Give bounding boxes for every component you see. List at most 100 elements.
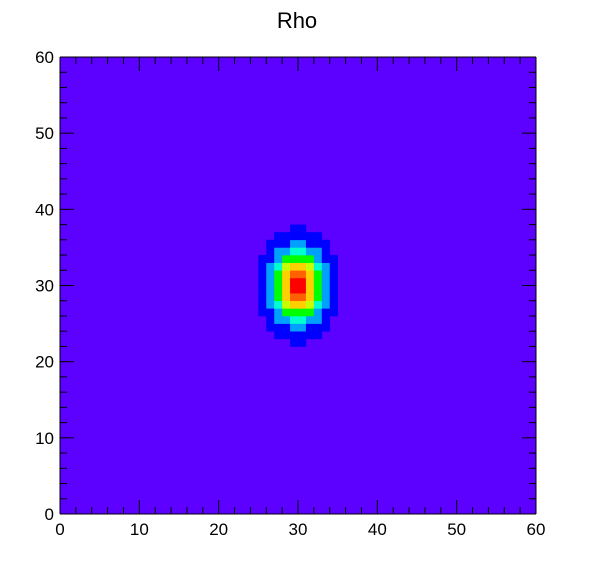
heatmap-cell: [298, 331, 307, 340]
heatmap-cell: [282, 300, 291, 309]
y-tick-label: 60: [35, 48, 54, 67]
heatmap-cell: [282, 232, 291, 241]
x-tick-label: 60: [527, 520, 546, 539]
heatmap-cell: [290, 247, 299, 256]
heatmap-cell: [329, 255, 338, 263]
heatmap-cell: [298, 323, 307, 332]
heatmap-cell: [298, 338, 307, 347]
heatmap-cell: [298, 277, 307, 286]
heatmap-cell: [290, 262, 299, 271]
heatmap-cell: [266, 293, 275, 302]
heatmap-cell: [305, 285, 315, 294]
heatmap-cell: [313, 277, 323, 286]
heatmap-cell: [313, 262, 323, 271]
heatmap-cell: [282, 293, 291, 302]
heatmap-cell: [290, 315, 299, 324]
heatmap-cell: [321, 308, 331, 317]
heatmap-cell: [329, 270, 338, 279]
heatmap-cell: [329, 293, 338, 302]
heatmap-cell: [321, 255, 331, 263]
x-tick-label: 50: [447, 520, 466, 539]
heatmap-cell: [305, 270, 315, 279]
heatmap-cell: [282, 239, 291, 248]
heatmap-cell: [298, 285, 307, 294]
heatmap-cell: [305, 232, 315, 241]
heatmap-cell: [266, 315, 275, 324]
x-tick-label: 0: [55, 520, 64, 539]
heatmap-cell: [290, 224, 299, 233]
heatmap-cell: [282, 285, 291, 294]
heatmap-cell: [321, 315, 331, 324]
heatmap-cell: [313, 247, 323, 256]
heatmap-cell: [321, 247, 331, 256]
heatmap-cell: [298, 315, 307, 324]
heatmap-cell: [274, 232, 283, 241]
heatmap-cell: [298, 232, 307, 241]
chart-title: Rho: [277, 8, 317, 33]
heatmap-cell: [266, 300, 275, 309]
heatmap-cell: [313, 285, 323, 294]
heatmap-cell: [290, 323, 299, 332]
heatmap-cell: [274, 315, 283, 324]
heatmap-cell: [329, 308, 338, 317]
y-tick-label: 30: [35, 277, 54, 296]
heatmap-cell: [274, 270, 283, 279]
heatmap-cell: [274, 239, 283, 248]
heatmap-cell: [290, 277, 299, 286]
heatmap-cell: [305, 308, 315, 317]
heatmap-cell: [274, 285, 283, 294]
heatmap-cell: [282, 247, 291, 256]
heatmap-cell: [298, 239, 307, 248]
heatmap-cell: [298, 224, 307, 233]
heatmap-cell: [274, 277, 283, 286]
heatmap-cell: [266, 277, 275, 286]
heatmap-cell: [282, 262, 291, 271]
heatmap-cell: [274, 308, 283, 317]
heatmap-cell: [274, 247, 283, 256]
y-tick-label: 0: [45, 505, 54, 524]
heatmap-cell: [305, 255, 315, 263]
heatmap-cell: [258, 277, 267, 286]
heatmap-cell: [305, 300, 315, 309]
heatmap-cell: [305, 293, 315, 302]
heatmap-cell: [258, 262, 267, 271]
heatmap-cell: [305, 315, 315, 324]
heatmap-cell: [282, 315, 291, 324]
heatmap-cell: [321, 323, 331, 332]
heatmap-cell: [321, 300, 331, 309]
x-tick-label: 20: [209, 520, 228, 539]
heatmap-cell: [298, 255, 307, 263]
heatmap-cell: [266, 247, 275, 256]
heatmap-cell: [282, 277, 291, 286]
heatmap-cell: [321, 270, 331, 279]
heatmap-cell: [274, 262, 283, 271]
heatmap-cell: [305, 331, 315, 340]
heatmap-cell: [266, 308, 275, 317]
heatmap-cell: [305, 323, 315, 332]
heatmap-cell: [321, 262, 331, 271]
heatmap-cell: [305, 277, 315, 286]
heatmap-cell: [282, 255, 291, 263]
heatmap-cell: [290, 300, 299, 309]
heatmap-cell: [282, 308, 291, 317]
heatmap-cell: [274, 331, 283, 340]
y-tick-label: 50: [35, 124, 54, 143]
y-tick-label: 40: [35, 200, 54, 219]
heatmap-cell: [266, 323, 275, 332]
heatmap-cell: [313, 293, 323, 302]
heatmap-cell: [258, 255, 267, 263]
heatmap-cell: [313, 331, 323, 340]
heatmap-cell: [258, 270, 267, 279]
heatmap-cell: [321, 285, 331, 294]
heatmap-cell: [313, 315, 323, 324]
x-tick-label: 40: [368, 520, 387, 539]
y-tick-label: 20: [35, 353, 54, 372]
heatmap-cell: [321, 293, 331, 302]
heatmap-cell: [290, 232, 299, 241]
heatmap-cell: [298, 262, 307, 271]
heatmap-cell: [266, 270, 275, 279]
heatmap-cell: [298, 293, 307, 302]
x-tick-label: 30: [289, 520, 308, 539]
heatmap-cell: [290, 270, 299, 279]
heatmap-cell: [282, 270, 291, 279]
